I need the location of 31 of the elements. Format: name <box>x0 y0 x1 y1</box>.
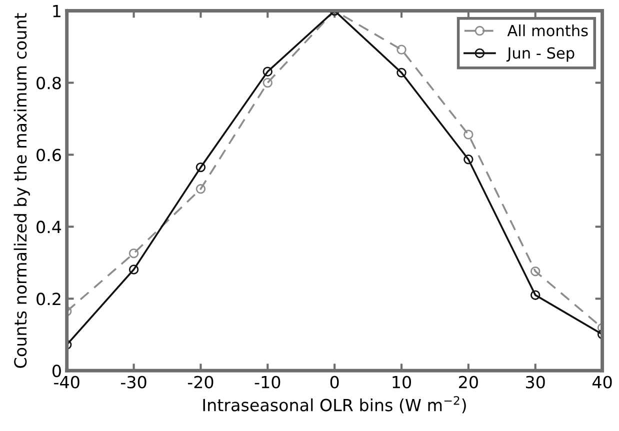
point <box>530 266 540 276</box>
point <box>128 248 139 258</box>
x-tick-label: -30 <box>120 376 146 388</box>
x-tick-label: 40 <box>592 376 612 388</box>
point <box>464 154 474 164</box>
point <box>128 264 139 274</box>
point <box>530 290 540 300</box>
x-tick-label: 0 <box>330 376 339 388</box>
legend-label: Jun - Sep <box>506 47 574 62</box>
point <box>262 78 272 88</box>
point <box>262 66 272 76</box>
point <box>196 162 206 172</box>
y-tick-label: 0 <box>52 364 61 378</box>
x-tick-label: 20 <box>459 376 478 388</box>
x-tick-label: 10 <box>392 376 411 388</box>
x-tick-label: 30 <box>526 376 545 388</box>
x-tick-label: -20 <box>188 376 214 388</box>
y-axis-title: Counts normalized by the maximum count <box>14 13 30 368</box>
y-tick-label: 1 <box>53 4 60 18</box>
y-tick-label: 0.8 <box>36 76 61 90</box>
y-tick-label: 0.4 <box>36 220 62 234</box>
x-tick-label: -10 <box>254 376 280 388</box>
y-tick-label: 0.2 <box>36 292 60 306</box>
legend-label: All months <box>507 24 588 36</box>
x-axis-title: Intraseasonal OLR bins (W m$^{−2}$) <box>203 396 466 414</box>
point <box>464 130 474 140</box>
point <box>196 184 206 194</box>
point <box>396 44 406 55</box>
point <box>396 68 406 78</box>
x-tick-label: -40 <box>54 376 80 388</box>
y-tick-label: 0.6 <box>36 148 61 162</box>
